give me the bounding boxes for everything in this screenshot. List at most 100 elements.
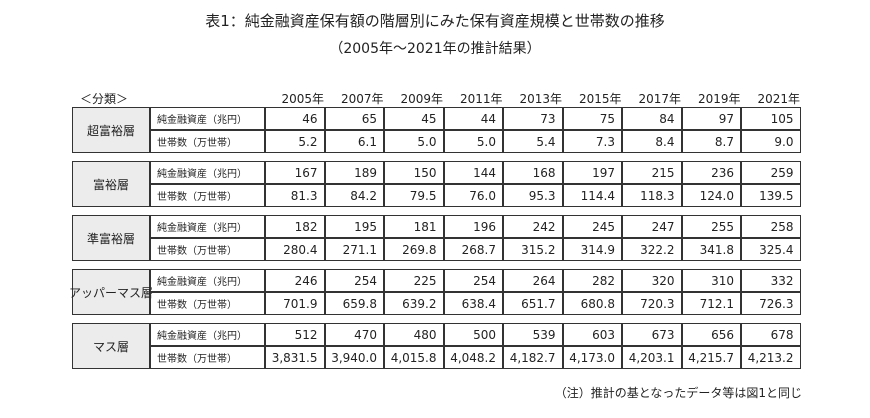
row-label: 世帯数（万世帯）	[150, 292, 265, 315]
value-cell: 76.0	[443, 184, 503, 207]
value-cell: 247	[622, 215, 682, 238]
value-cell: 84.2	[324, 184, 384, 207]
row-label: 純金融資産（兆円）	[150, 107, 265, 130]
year-header: 2017年	[638, 92, 681, 106]
value-cell: 701.9	[265, 292, 325, 315]
value-cell: 181	[384, 215, 444, 238]
value-cell: 254	[324, 269, 384, 292]
value-cell: 726.3	[741, 292, 801, 315]
value-cell: 712.1	[681, 292, 741, 315]
value-cell: 196	[443, 215, 503, 238]
value-cell: 5.4	[503, 130, 563, 153]
note: （注）推計の基となったデータ等は図1と同じ	[554, 386, 802, 400]
value-cell: 79.5	[384, 184, 444, 207]
value-cell: 4,213.2	[741, 346, 801, 369]
value-cell: 75	[562, 107, 622, 130]
value-cell: 258	[741, 215, 801, 238]
value-cell: 5.0	[384, 130, 444, 153]
row-label: 世帯数（万世帯）	[150, 184, 265, 207]
value-cell: 114.4	[562, 184, 622, 207]
value-cell: 189	[324, 161, 384, 184]
year-header: 2019年	[697, 92, 741, 106]
row-label: 純金融資産（兆円）	[150, 161, 265, 184]
group-name: 準富裕層	[72, 215, 150, 261]
value-cell: 3,940.0	[324, 346, 384, 369]
value-cell: 245	[562, 215, 622, 238]
value-cell: 46	[265, 107, 325, 130]
value-cell: 271.1	[324, 238, 384, 261]
value-cell: 4,015.8	[384, 346, 444, 369]
value-cell: 254	[443, 269, 503, 292]
value-cell: 5.0	[443, 130, 503, 153]
value-cell: 341.8	[681, 238, 741, 261]
value-cell: 84	[622, 107, 682, 130]
value-cell: 680.8	[562, 292, 622, 315]
value-cell: 144	[443, 161, 503, 184]
value-cell: 310	[681, 269, 741, 292]
value-cell: 8.4	[622, 130, 682, 153]
value-cell: 678	[741, 323, 801, 346]
value-cell: 167	[265, 161, 325, 184]
value-cell: 4,173.0	[562, 346, 622, 369]
value-cell: 105	[741, 107, 801, 130]
value-cell: 314.9	[562, 238, 622, 261]
year-header: 2021年	[757, 92, 800, 106]
row-label: 世帯数（万世帯）	[150, 130, 265, 153]
value-cell: 268.7	[443, 238, 503, 261]
value-cell: 215	[622, 161, 682, 184]
value-cell: 65	[324, 107, 384, 130]
value-cell: 6.1	[324, 130, 384, 153]
value-cell: 480	[384, 323, 444, 346]
value-cell: 4,203.1	[622, 346, 682, 369]
value-cell: 4,215.7	[681, 346, 741, 369]
value-cell: 656	[681, 323, 741, 346]
value-cell: 4,182.7	[503, 346, 563, 369]
row-label: 純金融資産（兆円）	[150, 323, 265, 346]
value-cell: 322.2	[622, 238, 682, 261]
group-name: アッパーマス層	[69, 269, 153, 315]
value-cell: 197	[562, 161, 622, 184]
corner-label: ＜分類＞	[80, 92, 129, 106]
value-cell: 242	[503, 215, 563, 238]
value-cell: 280.4	[265, 238, 325, 261]
value-cell: 182	[265, 215, 325, 238]
value-cell: 539	[503, 323, 563, 346]
group-name: 超富裕層	[72, 107, 150, 153]
value-cell: 225	[384, 269, 444, 292]
value-cell: 264	[503, 269, 563, 292]
value-cell: 150	[384, 161, 444, 184]
value-cell: 320	[622, 269, 682, 292]
row-label: 純金融資産（兆円）	[150, 215, 265, 238]
value-cell: 246	[265, 269, 325, 292]
value-cell: 315.2	[503, 238, 563, 261]
row-label: 世帯数（万世帯）	[150, 238, 265, 261]
value-cell: 332	[741, 269, 801, 292]
value-cell: 651.7	[503, 292, 563, 315]
value-cell: 673	[622, 323, 682, 346]
value-cell: 282	[562, 269, 622, 292]
year-header: 2013年	[519, 92, 562, 106]
subtitle: （2005年～2021年の推計結果）	[329, 41, 541, 57]
value-cell: 73	[503, 107, 563, 130]
title: 表1：純金融資産保有額の階層別にみた保有資産規模と世帯数の推移	[205, 12, 665, 30]
group-name: マス層	[72, 323, 150, 369]
value-cell: 470	[324, 323, 384, 346]
value-cell: 97	[681, 107, 741, 130]
value-cell: 9.0	[741, 130, 801, 153]
value-cell: 5.2	[265, 130, 325, 153]
value-cell: 720.3	[622, 292, 682, 315]
year-header: 2005年	[281, 92, 324, 106]
value-cell: 236	[681, 161, 741, 184]
value-cell: 124.0	[681, 184, 741, 207]
group-name: 富裕層	[72, 161, 150, 207]
row-label: 純金融資産（兆円）	[150, 269, 265, 292]
year-header: 2009年	[400, 92, 443, 106]
row-label: 世帯数（万世帯）	[150, 346, 265, 369]
value-cell: 95.3	[503, 184, 563, 207]
value-cell: 659.8	[324, 292, 384, 315]
value-cell: 639.2	[384, 292, 444, 315]
value-cell: 81.3	[265, 184, 325, 207]
year-header: 2015年	[578, 92, 622, 106]
value-cell: 195	[324, 215, 384, 238]
